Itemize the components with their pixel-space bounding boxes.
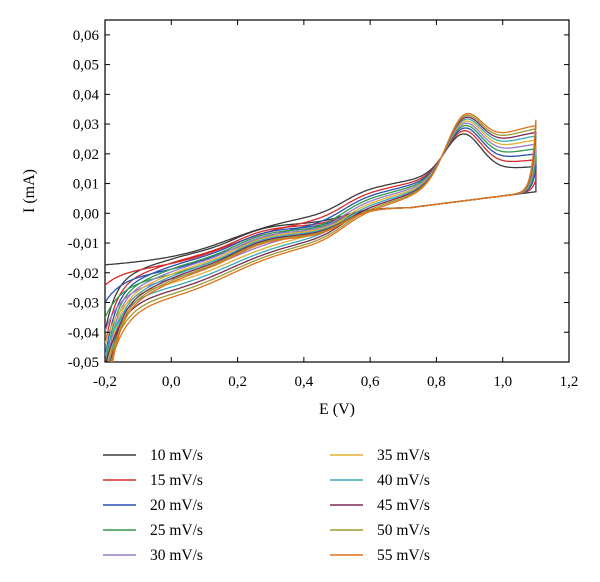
x-tick-label: -0,2 — [93, 374, 117, 390]
x-tick-label: 0,6 — [361, 374, 380, 390]
axis-ticks: -0,2 0,0 0,2 0,4 0,6 0,8 1,0 1,2 -0,05 -0,04 -0,03… — [68, 20, 579, 390]
y-tick-label: -0,01 — [68, 236, 99, 252]
legend-label: 40 mV/s — [377, 472, 430, 489]
y-tick-label: 0,03 — [73, 117, 99, 133]
y-tick-label: -0,02 — [68, 266, 99, 282]
x-tick-label: 0,0 — [162, 374, 181, 390]
legend-label: 35 mV/s — [377, 447, 430, 464]
x-tick-label: 0,8 — [427, 374, 446, 390]
series-line — [105, 127, 537, 359]
legend-label: 55 mV/s — [377, 547, 430, 564]
y-tick-label: 0,00 — [73, 206, 99, 222]
x-tick-label: 0,4 — [294, 374, 313, 390]
y-tick-label: -0,04 — [68, 325, 100, 341]
legend-label: 45 mV/s — [377, 497, 430, 514]
y-tick-label: 0,05 — [73, 58, 99, 74]
legend-label: 50 mV/s — [377, 522, 430, 539]
series-line — [105, 116, 537, 362]
y-tick-label: 0,02 — [73, 147, 99, 163]
y-tick-label: 0,04 — [73, 87, 100, 103]
series-line — [105, 120, 537, 362]
legend-label: 15 mV/s — [150, 472, 203, 489]
x-tick-label: 1,0 — [493, 374, 512, 390]
y-tick-label: -0,03 — [68, 296, 99, 312]
series-line — [110, 112, 537, 362]
legend-label: 25 mV/s — [150, 522, 203, 539]
legend-label: 20 mV/s — [150, 497, 203, 514]
legend: 10 mV/s 15 mV/s 20 mV/s 25 mV/s 30 mV/s 35 mV… — [103, 447, 430, 564]
y-tick-label: -0,05 — [68, 355, 99, 371]
series-line — [105, 122, 537, 362]
legend-label: 10 mV/s — [150, 447, 203, 464]
y-axis-title: I (mA) — [21, 169, 38, 213]
plot-frame — [104, 19, 570, 363]
x-tick-label: 0,2 — [228, 374, 247, 390]
series-line — [105, 124, 537, 362]
curves-group — [105, 112, 537, 362]
legend-label: 30 mV/s — [150, 547, 203, 564]
x-tick-label: 1,2 — [560, 374, 579, 390]
y-tick-label: 0,06 — [73, 28, 100, 44]
plot-border — [104, 19, 570, 363]
x-axis-title: E (V) — [319, 401, 355, 418]
y-tick-label: 0,01 — [73, 177, 99, 193]
